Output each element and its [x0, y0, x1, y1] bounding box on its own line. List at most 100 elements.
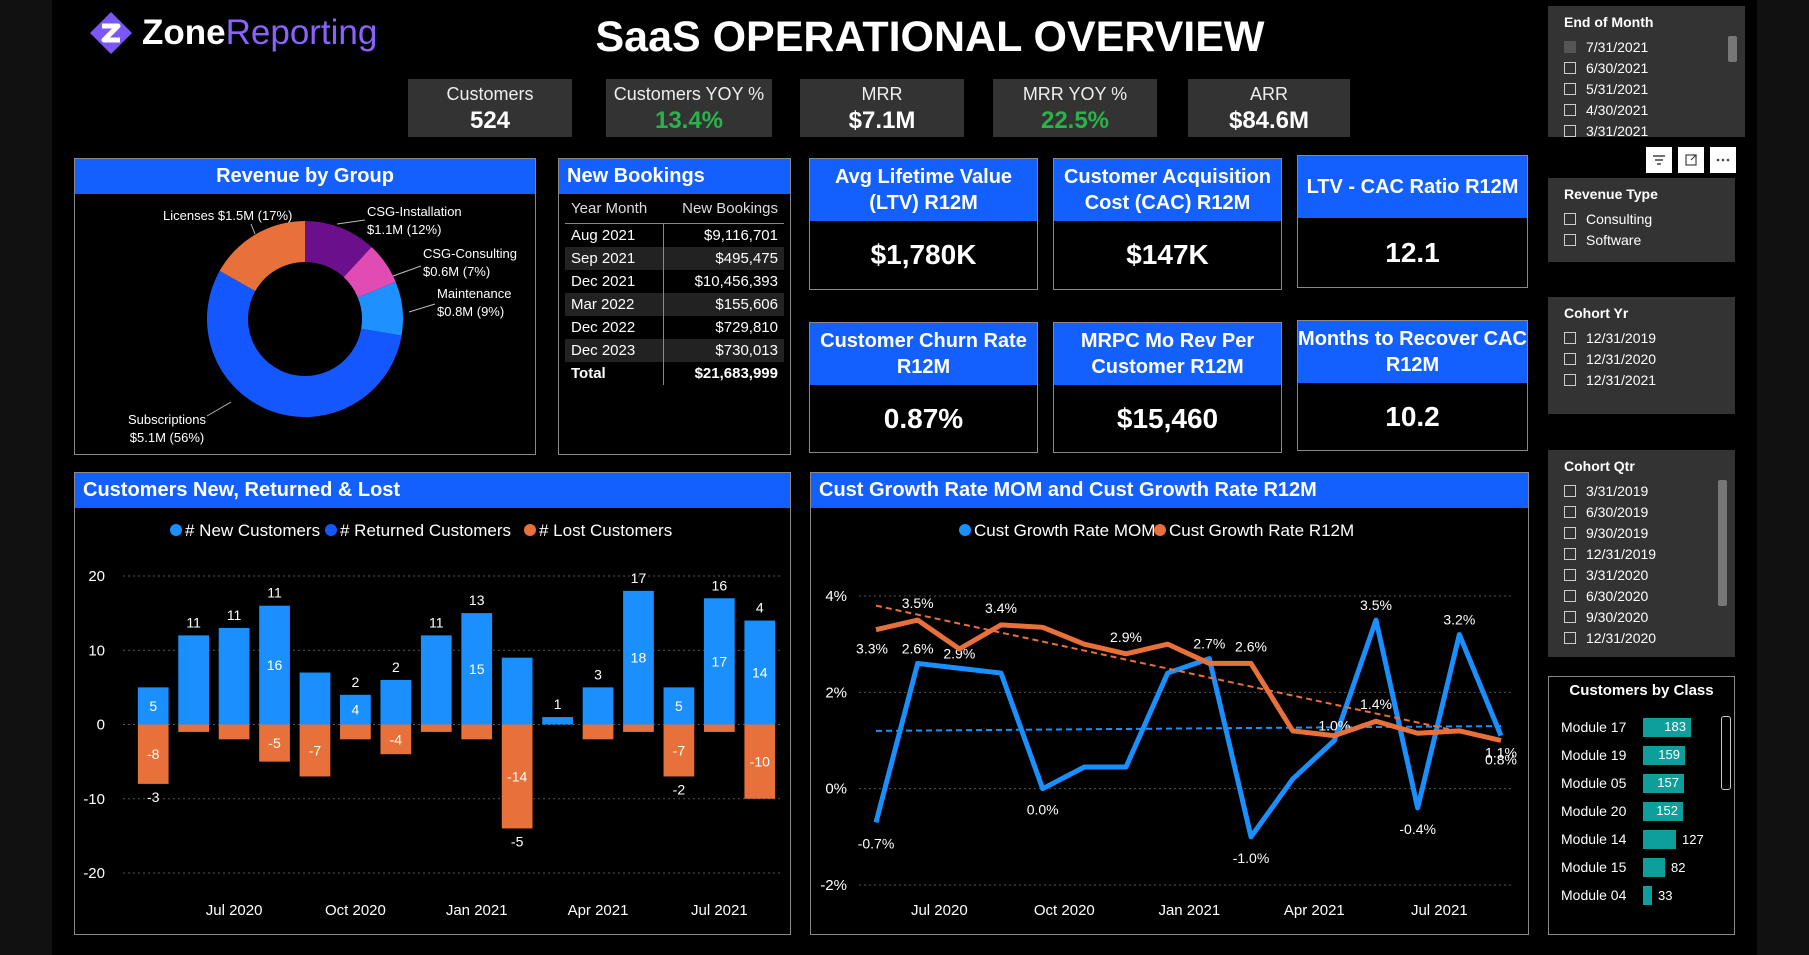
kpi-card-4[interactable]: ARR $84.6M	[1188, 79, 1350, 137]
checkbox[interactable]	[1564, 124, 1576, 137]
donut-slice-maintenance[interactable]	[357, 281, 403, 336]
bar-lost-customers[interactable]	[703, 724, 735, 732]
metric-card-1[interactable]: Customer Acquisition Cost (CAC) R12M $147…	[1053, 158, 1282, 290]
cohort-qtr-slicer[interactable]: Cohort Qtr 3/31/2019 6/30/2019 9/30/2019 12…	[1548, 450, 1735, 657]
class-bar[interactable]: 157	[1643, 773, 1684, 793]
checkbox[interactable]	[1564, 212, 1576, 225]
legend-item[interactable]: Cust Growth Rate R12M	[1154, 521, 1354, 540]
checkbox[interactable]	[1564, 373, 1576, 386]
bar-new-customers[interactable]	[663, 687, 695, 725]
checkbox[interactable]	[1564, 484, 1576, 497]
slicer-item[interactable]: 3/31/2021	[1564, 120, 1745, 137]
slicer-item[interactable]: 7/31/2021	[1564, 36, 1745, 57]
bar-lost-customers[interactable]	[259, 724, 290, 762]
table-row[interactable]: Aug 2021 $9,116,701	[565, 223, 784, 247]
slicer-item[interactable]: 5/31/2021	[1564, 78, 1745, 99]
bar-new-customers[interactable]	[703, 598, 735, 725]
checkbox[interactable]	[1564, 61, 1576, 74]
table-row[interactable]: Dec 2022 $729,810	[565, 316, 784, 339]
metric-card-4[interactable]: MRPC Mo Rev Per Customer R12M $15,460	[1053, 322, 1282, 453]
bar-new-customers[interactable]	[623, 590, 654, 725]
revenue-by-group-panel[interactable]: Revenue by Group CSG-Installation $1.1M (…	[74, 158, 536, 455]
slicer-item[interactable]: Software	[1564, 229, 1735, 250]
slicer-item[interactable]: 12/31/2021	[1564, 369, 1735, 390]
series-line-1[interactable]	[875, 617, 1502, 743]
table-row[interactable]: Mar 2022 $155,606	[565, 293, 784, 316]
donut-slice-csg-consulting[interactable]	[343, 247, 396, 298]
kpi-card-1[interactable]: Customers YOY % 13.4%	[606, 79, 772, 137]
bar-lost-customers[interactable]	[623, 724, 654, 732]
class-bar[interactable]	[1643, 885, 1652, 905]
slicer-item[interactable]: 3/31/2019	[1564, 480, 1735, 501]
donut-slice-subscriptions[interactable]	[206, 270, 402, 417]
class-bar[interactable]	[1643, 829, 1676, 849]
legend-item[interactable]: # Lost Customers	[524, 521, 672, 540]
checkbox[interactable]	[1564, 526, 1576, 539]
filter-button[interactable]	[1646, 147, 1672, 173]
class-row[interactable]: Module 17 183	[1561, 713, 1734, 741]
revenue-donut-chart[interactable]: CSG-Installation $1.1M (12%) CSG-Consultin…	[75, 194, 535, 454]
bar-lost-customers[interactable]	[461, 724, 493, 740]
col-year-month[interactable]: Year Month	[565, 196, 664, 224]
slicer-item[interactable]: 4/30/2021	[1564, 99, 1745, 120]
metric-card-2[interactable]: LTV - CAC Ratio R12M 12.1	[1297, 155, 1528, 288]
checkbox[interactable]	[1564, 547, 1576, 560]
table-row[interactable]: Sep 2021 $495,475	[565, 247, 784, 270]
more-options-button[interactable]	[1710, 147, 1736, 173]
customers-by-class-panel[interactable]: Customers by Class Module 17 183 Module 19…	[1548, 676, 1735, 935]
bar-new-customers[interactable]	[178, 635, 210, 725]
checkbox[interactable]	[1564, 589, 1576, 602]
checkbox[interactable]	[1564, 103, 1576, 116]
class-bar[interactable]: 152	[1643, 801, 1683, 821]
class-bar[interactable]: 159	[1643, 745, 1685, 765]
checkbox[interactable]	[1564, 610, 1576, 623]
bar-lost-customers[interactable]	[420, 724, 452, 732]
col-new-bookings[interactable]: New Bookings	[663, 196, 784, 224]
kpi-card-0[interactable]: Customers 524	[408, 79, 572, 137]
bar-new-customers[interactable]	[137, 687, 169, 725]
slicer-item[interactable]: 6/30/2021	[1564, 57, 1745, 78]
customers-new-returned-lost-panel[interactable]: Customers New, Returned & Lost # New Cus…	[74, 472, 791, 935]
cust-growth-rate-panel[interactable]: Cust Growth Rate MOM and Cust Growth Rat…	[810, 472, 1529, 935]
bar-new-customers[interactable]	[218, 627, 250, 725]
bar-new-customers[interactable]	[582, 687, 614, 725]
class-bar[interactable]	[1643, 857, 1665, 877]
slicer-item[interactable]: 9/30/2020	[1564, 606, 1735, 627]
slicer-item[interactable]: 6/30/2019	[1564, 501, 1735, 522]
bar-new-customers[interactable]	[501, 657, 533, 725]
donut-slice-csg-installation[interactable]	[305, 221, 372, 278]
slicer-item[interactable]: 12/31/2020	[1564, 627, 1735, 648]
revenue-type-slicer[interactable]: Revenue Type Consulting Software	[1548, 178, 1735, 262]
table-row[interactable]: Dec 2021 $10,456,393	[565, 270, 784, 293]
class-row[interactable]: Module 19 159	[1561, 741, 1734, 769]
growth-line-chart[interactable]: Cust Growth Rate MOM Cust Growth Rate R12…	[811, 508, 1528, 933]
metric-card-0[interactable]: Avg Lifetime Value (LTV) R12M $1,780K	[809, 158, 1038, 290]
class-row[interactable]: Module 14 127	[1561, 825, 1734, 853]
donut-slice-licenses[interactable]	[219, 221, 305, 292]
slicer-item[interactable]: 12/31/2019	[1564, 327, 1735, 348]
table-row[interactable]: Dec 2023 $730,013	[565, 339, 784, 362]
series-line-0[interactable]	[873, 617, 1504, 840]
bar-lost-customers[interactable]	[137, 724, 169, 784]
slicer-item[interactable]: Consulting	[1564, 208, 1735, 229]
legend-item[interactable]: # New Customers	[170, 521, 320, 540]
kpi-card-3[interactable]: MRR YOY % 22.5%	[993, 79, 1157, 137]
cohort-qtr-scrollbar[interactable]	[1718, 480, 1727, 606]
bar-new-customers[interactable]	[259, 605, 290, 725]
bar-new-customers[interactable]	[420, 635, 452, 725]
slicer-item[interactable]: 3/31/2020	[1564, 564, 1735, 585]
metric-card-5[interactable]: Months to Recover CAC R12M 10.2	[1297, 320, 1528, 451]
metric-card-3[interactable]: Customer Churn Rate R12M 0.87%	[809, 322, 1038, 453]
checkbox[interactable]	[1564, 352, 1576, 365]
bar-lost-customers[interactable]	[744, 724, 776, 799]
cohort-yr-slicer[interactable]: Cohort Yr 12/31/2019 12/31/2020 12/31/2021	[1548, 297, 1735, 414]
checkbox[interactable]	[1564, 233, 1576, 246]
kpi-card-2[interactable]: MRR $7.1M	[800, 79, 964, 137]
checkbox[interactable]	[1564, 505, 1576, 518]
checkbox[interactable]	[1564, 331, 1576, 344]
focus-mode-button[interactable]	[1678, 147, 1704, 173]
bar-new-customers[interactable]	[461, 613, 493, 725]
bar-lost-customers[interactable]	[178, 724, 210, 732]
bar-new-customers[interactable]	[744, 620, 776, 725]
checkbox[interactable]	[1564, 631, 1576, 644]
